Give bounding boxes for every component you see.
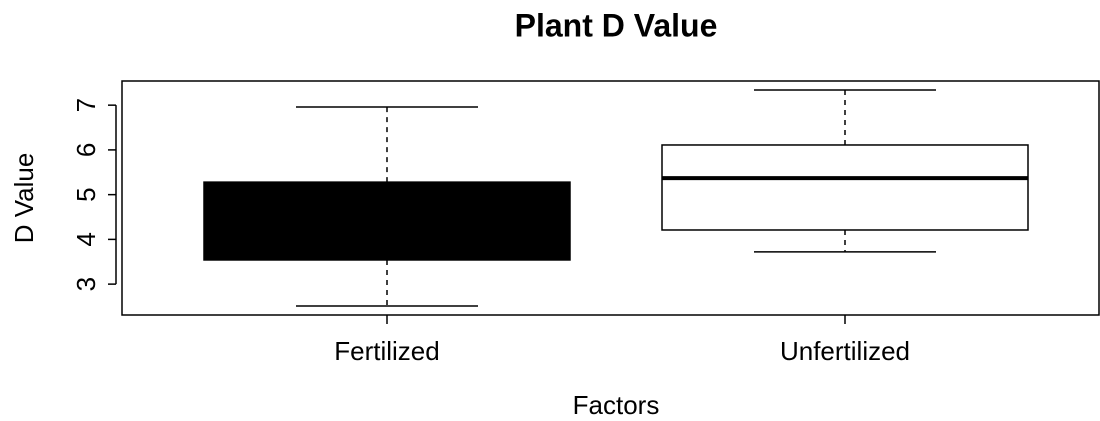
x-tick-label: Unfertilized bbox=[780, 336, 910, 366]
x-tick-label: Fertilized bbox=[334, 336, 439, 366]
y-tick-label: 6 bbox=[71, 143, 101, 157]
y-tick-label: 3 bbox=[71, 277, 101, 291]
y-tick-label: 5 bbox=[71, 187, 101, 201]
y-tick-label: 7 bbox=[71, 98, 101, 112]
box bbox=[661, 144, 1029, 231]
y-tick-label: 4 bbox=[71, 232, 101, 246]
plot-frame bbox=[121, 80, 1100, 316]
y-axis-label: D Value bbox=[9, 153, 39, 244]
chart-title: Plant D Value bbox=[515, 7, 718, 43]
x-axis-label: Factors bbox=[573, 390, 660, 420]
